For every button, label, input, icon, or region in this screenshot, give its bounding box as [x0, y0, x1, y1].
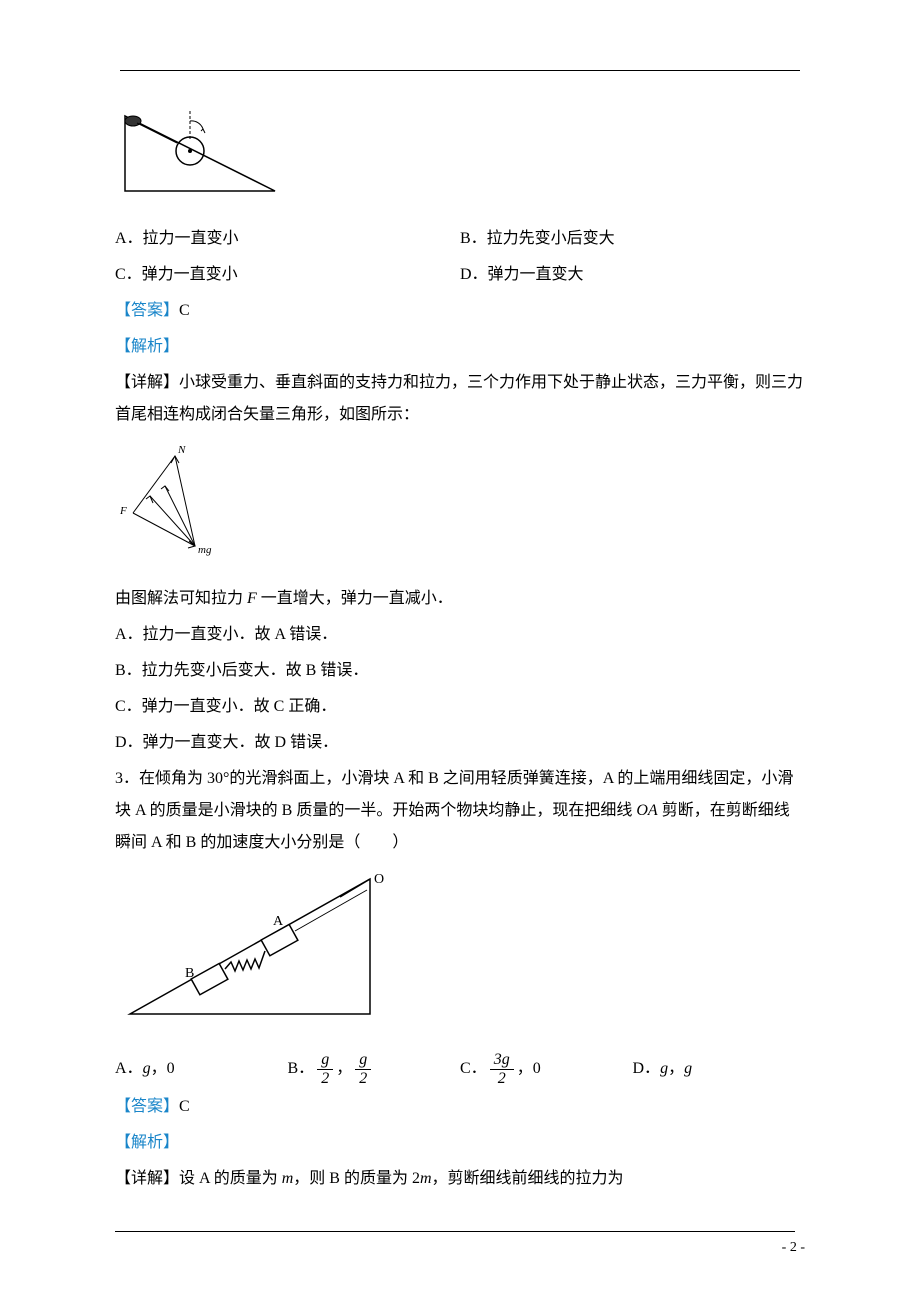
q2-option-c: C．弹力一直变小	[115, 259, 460, 291]
q2-parse: 【解析】	[115, 331, 805, 363]
q2-detail: 【详解】小球受重力、垂直斜面的支持力和拉力，三个力作用下处于静止状态，三力平衡，…	[115, 367, 805, 431]
svg-text:B: B	[185, 966, 194, 981]
top-border-line	[120, 70, 800, 71]
q2-res-d: D．弹力一直变大．故 D 错误．	[115, 727, 805, 759]
q2-option-d: D．弹力一直变大	[460, 259, 805, 291]
q3-option-d: D． g，g	[633, 1053, 806, 1085]
q3-option-a: A． g，0	[115, 1053, 288, 1085]
diagram-incline-blocks: O A B	[115, 869, 805, 1041]
q3-detail: 【详解】设 A 的质量为 m，则 B 的质量为 2m，剪断细线前细线的拉力为	[115, 1163, 805, 1195]
q2-res-c: C．弹力一直变小．故 C 正确．	[115, 691, 805, 723]
footer-line	[115, 1231, 795, 1232]
q2-res-b: B．拉力先变小后变大．故 B 错误．	[115, 655, 805, 687]
q2-res-a: A．拉力一直变小．故 A 错误．	[115, 619, 805, 651]
diagram-ball-incline	[115, 101, 805, 213]
diagram-force-triangle: N F mg	[115, 441, 805, 573]
page-number: - 2 -	[782, 1234, 805, 1262]
svg-text:F: F	[119, 505, 127, 517]
q2-option-b: B．拉力先变小后变大	[460, 223, 805, 255]
q3-option-c: C． 3g2 ，0	[460, 1051, 633, 1087]
q3-options: A． g，0 B． g2 ， g2 C． 3g2 ，0 D． g，g	[115, 1051, 805, 1087]
q3-stem: 3．在倾角为 30°的光滑斜面上，小滑块 A 和 B 之间用轻质弹簧连接，A 的…	[115, 763, 805, 859]
q3-parse: 【解析】	[115, 1127, 805, 1159]
q3-answer: 【答案】C	[115, 1091, 805, 1123]
q2-conclusion: 由图解法可知拉力 F 一直增大，弹力一直减小．	[115, 583, 805, 615]
svg-text:A: A	[273, 914, 284, 929]
q3-option-b: B． g2 ， g2	[288, 1051, 461, 1087]
q2-option-a: A．拉力一直变小	[115, 223, 460, 255]
q2-options-row2: C．弹力一直变小 D．弹力一直变大	[115, 259, 805, 291]
svg-text:O: O	[374, 872, 384, 887]
q2-answer: 【答案】C	[115, 295, 805, 327]
svg-text:mg: mg	[198, 544, 212, 556]
q2-options-row1: A．拉力一直变小 B．拉力先变小后变大	[115, 223, 805, 255]
svg-text:N: N	[177, 444, 186, 456]
